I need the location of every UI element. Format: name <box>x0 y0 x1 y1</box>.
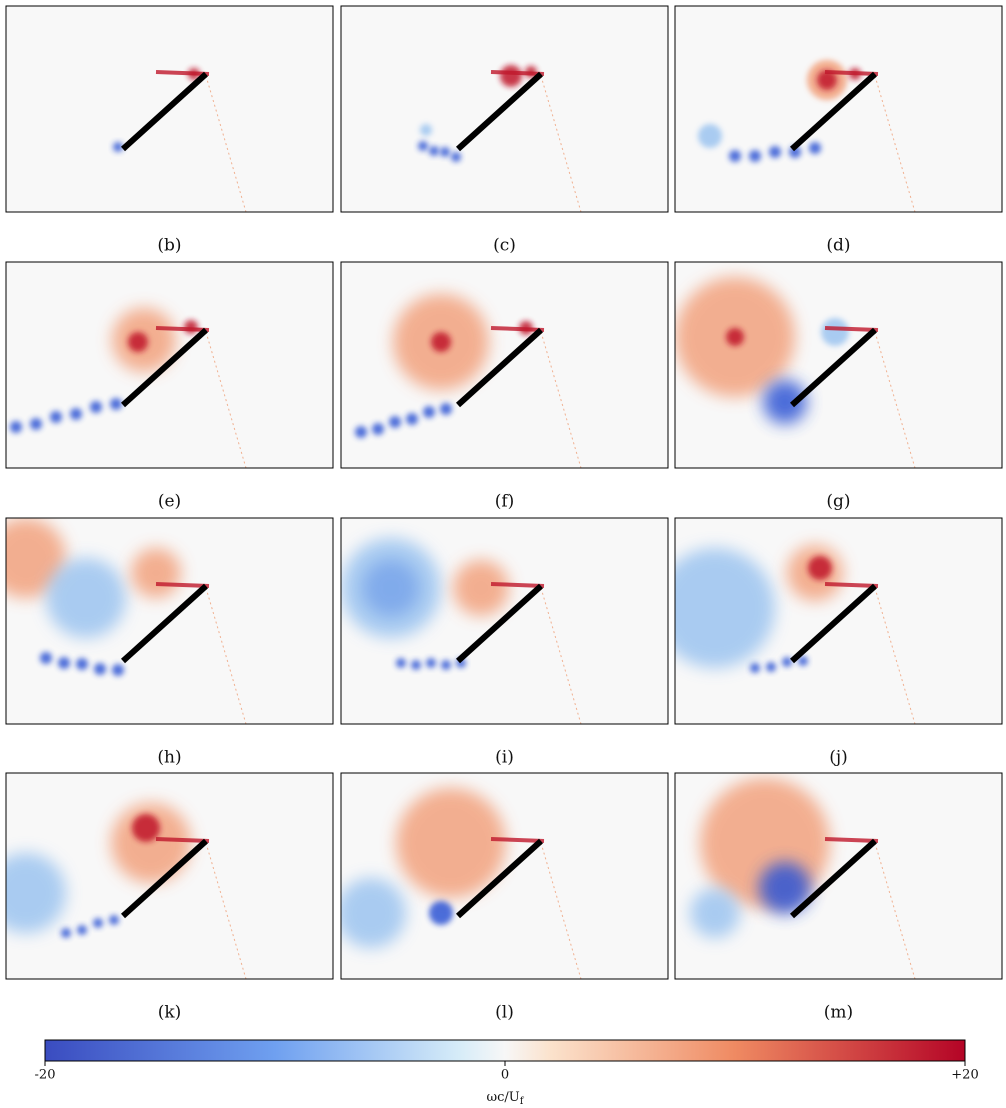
vortex-blob <box>766 662 776 672</box>
panel <box>341 262 668 468</box>
vortex-blob <box>749 150 761 162</box>
colorbar: ωc/Uf -20 0 +20 <box>35 1040 979 1107</box>
vortex-blob <box>76 658 88 670</box>
vortex-blob <box>431 332 451 352</box>
panel-label: (c) <box>493 236 516 256</box>
panel <box>675 773 1002 979</box>
vortex-blob <box>426 658 436 668</box>
vortex-blob <box>363 560 419 616</box>
vortex-blob <box>30 418 42 430</box>
figure: ωc/Uf -20 0 +20 (b) (c) (d) (e) (f) (g) (h) (i) (j… <box>0 0 1006 1108</box>
vortex-blob <box>750 663 760 673</box>
vortex-blob <box>396 658 406 668</box>
vortex-blob <box>440 403 452 415</box>
vortex-blob <box>429 901 453 925</box>
vortex-blob <box>109 915 119 925</box>
panel <box>341 6 668 212</box>
vortex-blob <box>372 423 384 435</box>
vortex-blob <box>77 925 87 935</box>
vortex-blob <box>50 411 62 423</box>
panel <box>655 518 1002 724</box>
vortex-blob <box>411 660 421 670</box>
panel-label: (j) <box>829 748 848 768</box>
panel <box>6 6 333 212</box>
panel <box>675 6 1002 212</box>
vortex-blob <box>61 928 71 938</box>
vortex-blob <box>40 652 52 664</box>
shear-layer <box>491 72 544 74</box>
panel-label: (l) <box>495 1003 514 1023</box>
vortex-blob <box>10 421 22 433</box>
vortex-blob <box>336 878 406 948</box>
vortex-blob <box>429 146 439 156</box>
vortex-blob <box>763 380 807 424</box>
panel <box>0 773 333 979</box>
panel-label: (d) <box>826 236 850 256</box>
shear-layer <box>491 839 544 841</box>
vortex-blob <box>698 124 722 148</box>
shear-layer <box>156 839 209 841</box>
vortex-blob <box>396 788 506 898</box>
colorbar-tick-label: +20 <box>951 1068 978 1083</box>
shear-layer <box>156 328 209 330</box>
vortex-blob <box>500 65 522 87</box>
vortex-blob <box>453 560 509 616</box>
vortex-blob <box>110 398 122 410</box>
shear-layer <box>491 584 544 586</box>
vortex-blob <box>128 332 148 352</box>
vortex-blob <box>451 152 461 162</box>
panel-label: (e) <box>158 492 181 512</box>
panel <box>0 518 333 724</box>
vortex-blob <box>355 426 367 438</box>
vortex-blob <box>441 660 451 670</box>
panel <box>675 262 1002 468</box>
shear-layer <box>156 72 209 74</box>
vortex-blob <box>655 548 775 668</box>
panel-label: (i) <box>495 748 514 768</box>
vortex-blob <box>690 888 740 938</box>
colorbar-tick-label: -20 <box>35 1068 56 1083</box>
vortex-blob <box>184 320 198 334</box>
vortex-blob <box>93 918 103 928</box>
panel-label: (k) <box>158 1003 182 1023</box>
vortex-blob <box>769 146 781 158</box>
vortex-blob <box>726 328 744 346</box>
vortex-blob <box>423 406 435 418</box>
panel <box>336 773 668 979</box>
shear-layer <box>825 584 878 586</box>
vortex-blob <box>94 663 106 675</box>
colorbar-gradient <box>45 1040 965 1061</box>
vortex-blob <box>46 558 126 638</box>
shear-layer <box>825 328 878 330</box>
vortex-blob <box>132 814 160 842</box>
panel-label: (h) <box>157 748 181 768</box>
colorbar-label: ωc/Uf <box>487 1090 525 1107</box>
panel <box>341 518 668 724</box>
panel-label: (b) <box>157 236 181 256</box>
shear-layer <box>825 72 878 74</box>
vortex-blob <box>440 147 450 157</box>
vortex-blob <box>808 556 832 580</box>
shear-layer <box>825 839 878 841</box>
vortex-blob <box>70 408 82 420</box>
vortex-blob <box>389 416 401 428</box>
vortex-blob <box>418 141 428 151</box>
panel-label: (f) <box>495 492 515 512</box>
panel-label: (g) <box>826 492 850 512</box>
vortex-blob <box>112 664 124 676</box>
vortex-blob <box>58 657 70 669</box>
vortex-blob <box>729 150 741 162</box>
vortex-blob <box>406 413 418 425</box>
shear-layer <box>156 584 209 586</box>
colorbar-tick-label: 0 <box>501 1068 509 1083</box>
vortex-blob <box>821 318 849 346</box>
vortex-blob <box>90 401 102 413</box>
vortex-blob <box>131 548 181 598</box>
vortex-blob <box>809 142 821 154</box>
shear-layer <box>491 328 544 330</box>
panel-label: (m) <box>824 1003 853 1023</box>
panel <box>6 262 333 468</box>
vortex-blob <box>420 124 432 136</box>
